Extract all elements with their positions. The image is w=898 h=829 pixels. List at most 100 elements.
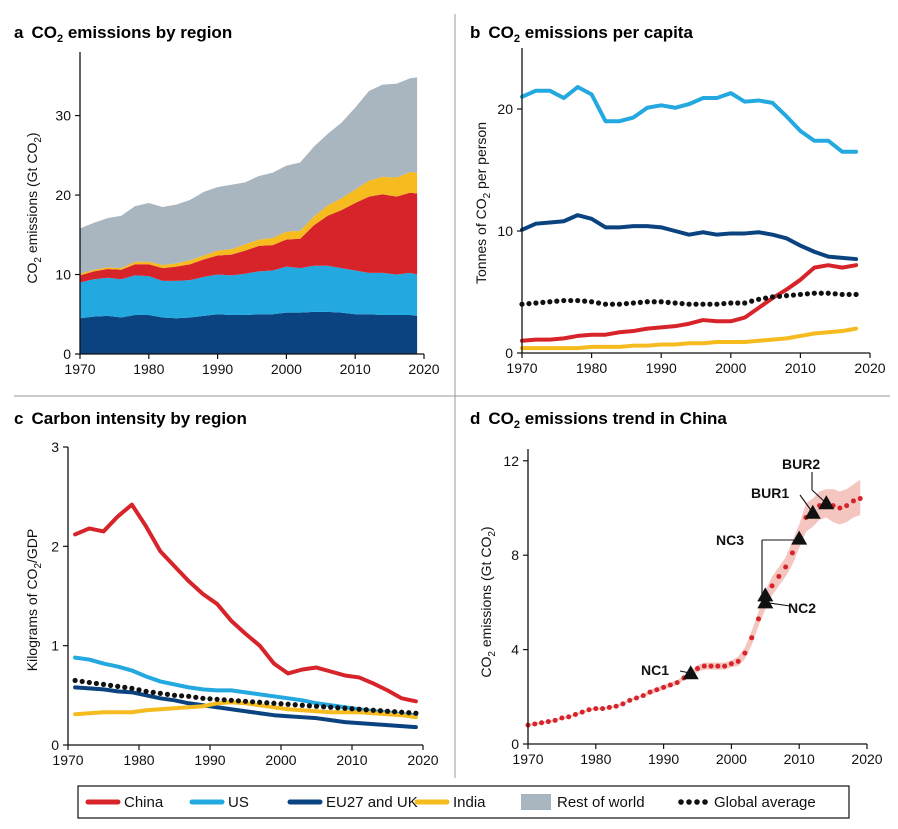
- annotation-bur2: BUR2: [782, 456, 820, 472]
- point-global-average: [658, 299, 664, 305]
- line-china: [520, 263, 859, 343]
- panel-b-xtick-label: 1980: [576, 360, 607, 376]
- panel-d-xtick-label: 1990: [648, 751, 679, 767]
- legend-item-eu27-and-uk: EU27 and UK: [287, 794, 418, 811]
- point-global-average: [707, 301, 713, 307]
- point-global-average: [644, 299, 650, 305]
- point-global-average: [797, 291, 804, 298]
- point-china: [579, 709, 585, 715]
- line-china: [73, 502, 418, 704]
- point-global-average: [221, 697, 227, 703]
- panel-c-ytick-label: 1: [51, 638, 59, 654]
- point-global-average: [250, 699, 256, 705]
- point-china: [708, 663, 714, 669]
- panel-a-ytick-label: 10: [55, 267, 71, 283]
- legend-label: Global average: [714, 794, 816, 811]
- panel-d-ytick-label: 12: [503, 453, 519, 469]
- point-global-average: [150, 689, 156, 695]
- legend-swatch-dot: [702, 799, 708, 805]
- point-global-average: [242, 698, 249, 704]
- panel-c-chart: 1970 1980 1990 2000 2010 2020 0 1 2 3: [51, 439, 439, 768]
- annotation-bur1: BUR1: [751, 485, 789, 501]
- point-global-average: [804, 291, 810, 297]
- point-global-average: [637, 299, 643, 305]
- point-global-average: [264, 700, 270, 706]
- point-china: [627, 697, 633, 703]
- point-china: [633, 695, 639, 701]
- point-china: [857, 496, 863, 502]
- point-global-average: [399, 709, 405, 715]
- point-china: [701, 663, 707, 669]
- point-global-average: [533, 300, 539, 306]
- point-global-average: [186, 693, 192, 699]
- point-china: [674, 680, 680, 686]
- panel-b-xtick-label: 2010: [785, 360, 816, 376]
- legend-item-global-average: Global average: [678, 794, 816, 811]
- point-global-average: [749, 298, 755, 304]
- point-global-average: [582, 298, 588, 304]
- point-china: [789, 550, 795, 556]
- panel-a-xtick-label: 2020: [408, 361, 439, 377]
- point-global-average: [846, 291, 852, 298]
- point-global-average: [406, 710, 412, 716]
- panel-b-ytick-label: 0: [505, 345, 513, 361]
- panel-d-ylabel: CO2 emissions (Gt CO2): [478, 526, 498, 677]
- triangle-marker-bur2: [818, 495, 835, 510]
- point-china: [532, 721, 538, 727]
- panel-c-xtick-label: 1990: [194, 752, 225, 768]
- point-global-average: [672, 300, 678, 306]
- point-global-average: [742, 300, 748, 306]
- panel-d-ytick-label: 0: [511, 736, 519, 752]
- legend-swatch-dot: [694, 799, 700, 805]
- panel-b-xtick-label: 2000: [715, 360, 746, 376]
- point-global-average: [630, 300, 636, 306]
- point-global-average: [568, 297, 574, 304]
- point-china: [552, 717, 558, 723]
- point-global-average: [616, 301, 623, 307]
- point-china: [661, 684, 667, 690]
- point-china: [844, 503, 850, 509]
- legend-swatch-dot: [686, 799, 692, 805]
- point-global-average: [321, 704, 327, 710]
- point-global-average: [776, 293, 783, 299]
- point-global-average: [721, 300, 727, 307]
- point-china: [837, 505, 843, 511]
- point-global-average: [413, 710, 419, 716]
- point-global-average: [115, 683, 121, 689]
- point-global-average: [665, 299, 671, 305]
- point-global-average: [86, 679, 92, 686]
- point-global-average: [714, 301, 720, 307]
- annotation-nc1: NC1: [641, 662, 669, 678]
- point-global-average: [370, 707, 376, 713]
- panel-b-xtick-label: 1990: [646, 360, 677, 376]
- point-china: [850, 498, 856, 504]
- point-global-average: [735, 300, 741, 306]
- point-global-average: [363, 707, 369, 713]
- point-global-average: [540, 299, 546, 305]
- point-china: [742, 650, 748, 656]
- point-china: [783, 564, 789, 570]
- panel-b-title: b CO2 emissions per capita: [470, 23, 693, 45]
- panel-d-ytick-label: 4: [511, 642, 519, 658]
- point-china: [756, 616, 762, 622]
- point-china: [600, 706, 606, 712]
- triangle-marker-bur1: [804, 504, 821, 519]
- point-global-average: [790, 292, 797, 298]
- point-global-average: [561, 297, 567, 304]
- point-global-average: [271, 700, 277, 706]
- point-global-average: [595, 300, 602, 306]
- point-global-average: [547, 299, 553, 305]
- point-global-average: [207, 696, 213, 702]
- point-global-average: [143, 688, 149, 694]
- panel-b-xtick-label: 2020: [854, 360, 885, 376]
- panel-b-chart: 1970 1980 1990 2000 2010 2020 0 10 20: [497, 48, 886, 376]
- point-global-average: [728, 300, 734, 306]
- panel-a-ytick-label: 30: [55, 108, 71, 124]
- point-china: [769, 583, 775, 589]
- legend-label: India: [453, 794, 486, 811]
- point-global-average: [214, 696, 220, 702]
- panel-c-title: c Carbon intensity by region: [14, 409, 247, 428]
- panel-b-ytick-label: 10: [497, 223, 513, 239]
- legend-label: Rest of world: [557, 794, 645, 811]
